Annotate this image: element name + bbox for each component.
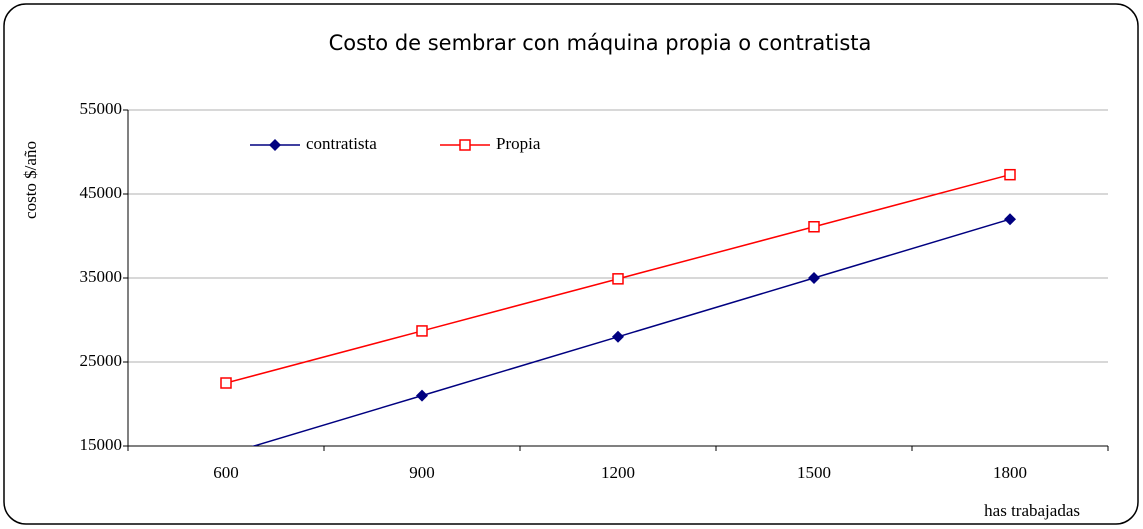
x-tick-label: 1500 xyxy=(797,463,831,482)
data-point xyxy=(417,326,427,336)
y-tick-label: 25000 xyxy=(80,351,123,370)
x-axis-label: has trabajadas xyxy=(984,501,1080,520)
y-axis-label: costo $/año xyxy=(21,141,40,219)
x-tick-label: 900 xyxy=(409,463,435,482)
data-point xyxy=(613,274,623,284)
x-tick-label: 600 xyxy=(213,463,239,482)
legend-marker xyxy=(460,140,470,150)
y-tick-label: 35000 xyxy=(80,267,123,286)
chart: Costo de sembrar con máquina propia o co… xyxy=(0,0,1143,529)
data-point xyxy=(221,378,231,388)
y-tick-label: 45000 xyxy=(80,183,123,202)
data-point xyxy=(809,222,819,232)
data-point xyxy=(1005,170,1015,180)
x-tick-label: 1200 xyxy=(601,463,635,482)
chart-title: Costo de sembrar con máquina propia o co… xyxy=(329,31,872,55)
y-tick-label: 15000 xyxy=(80,435,123,454)
legend-label: Propia xyxy=(496,134,541,153)
legend-label: contratista xyxy=(306,134,377,153)
y-tick-label: 55000 xyxy=(80,99,123,118)
x-tick-label: 1800 xyxy=(993,463,1027,482)
